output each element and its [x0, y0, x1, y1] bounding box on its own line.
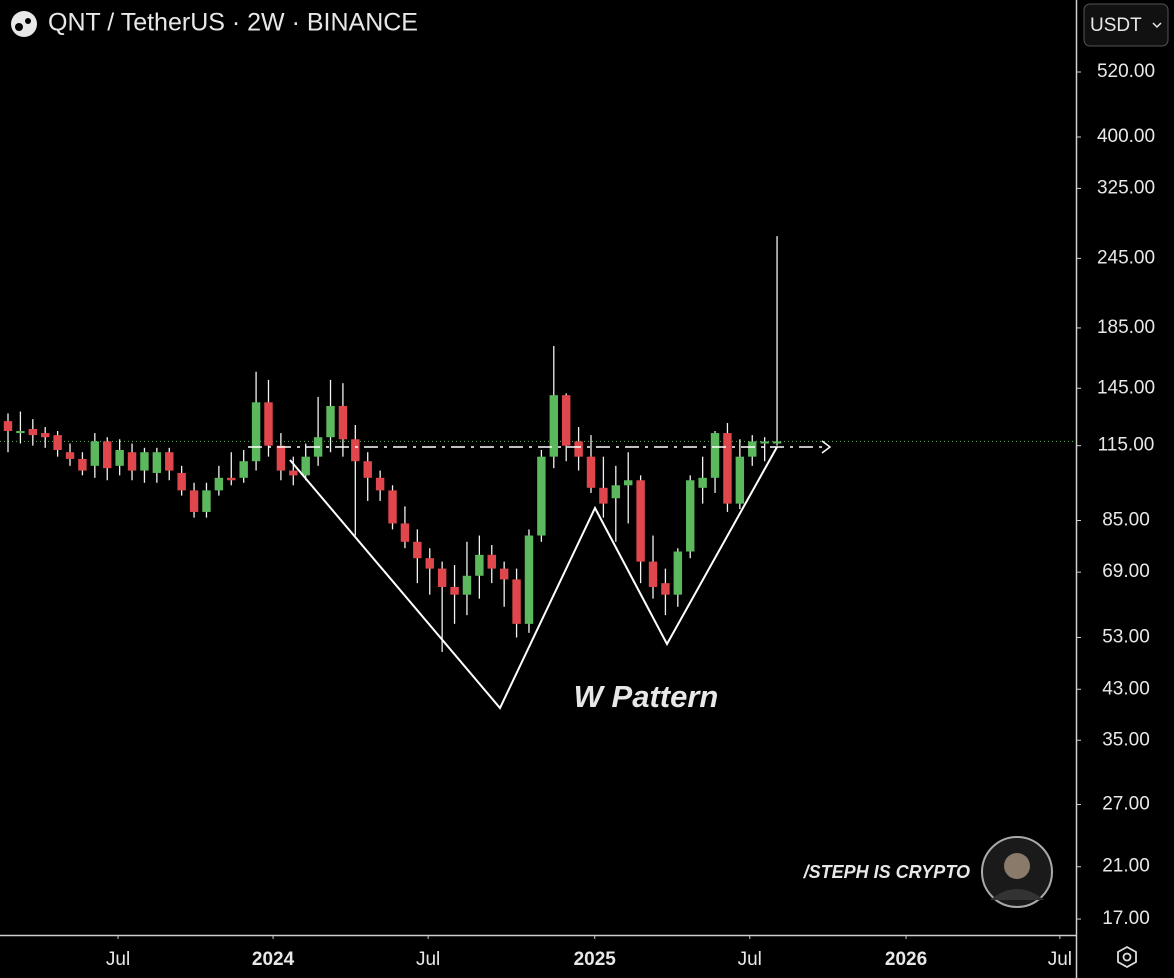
x-tick-label: 2024 — [252, 949, 295, 970]
candle-body — [561, 395, 571, 446]
pattern-annotation: W Pattern — [574, 679, 719, 714]
candle-body — [363, 461, 372, 478]
currency-button[interactable] — [1083, 3, 1169, 47]
candle-body — [710, 433, 720, 478]
y-tick-label: 145.00 — [1097, 377, 1155, 398]
candle-body — [239, 461, 248, 478]
candle-body — [53, 435, 62, 451]
candle-body — [276, 445, 286, 471]
candle-body — [40, 433, 50, 438]
candle-body — [16, 431, 25, 434]
candle-body — [760, 441, 769, 444]
candle-body — [301, 456, 310, 476]
candle-body — [338, 405, 348, 440]
dropdown-caret — [1152, 22, 1162, 29]
candle-body — [140, 452, 149, 471]
settings-icon[interactable] — [1117, 945, 1137, 969]
y-tick-label: 53.00 — [1102, 626, 1150, 647]
candle-body — [673, 551, 683, 595]
candle-body — [251, 402, 261, 462]
candle-body — [661, 583, 670, 595]
y-tick-label: 325.00 — [1097, 177, 1155, 198]
candle-body — [698, 477, 707, 488]
candle-body — [524, 535, 534, 624]
y-tick-label: 115.00 — [1098, 435, 1155, 456]
candle-body — [127, 452, 137, 471]
candle-body — [475, 554, 484, 576]
y-tick-label: 185.00 — [1097, 317, 1155, 338]
candle-body — [78, 458, 87, 471]
candle-body — [165, 452, 174, 471]
symbol-icon — [11, 11, 37, 37]
candle-body — [723, 433, 732, 504]
candle-body — [537, 456, 546, 536]
candle-body — [103, 441, 112, 469]
candle-body — [189, 490, 199, 512]
watermark: /STEPH IS CRYPTO — [803, 862, 970, 882]
candle-body — [636, 480, 645, 562]
candle-body — [512, 579, 521, 624]
y-tick-label: 69.00 — [1102, 561, 1150, 582]
candle-body — [28, 429, 38, 436]
y-tick-label: 17.00 — [1102, 908, 1150, 929]
candle-body — [400, 523, 410, 542]
candle-body — [586, 456, 596, 488]
x-tick-label: Jul — [738, 949, 762, 970]
candle-body — [375, 477, 385, 491]
candle-body — [549, 395, 559, 457]
candle-body — [65, 452, 75, 459]
candle-body — [648, 561, 658, 587]
candle-body — [748, 441, 757, 457]
candle-body — [90, 441, 100, 466]
y-tick-label: 21.00 — [1102, 856, 1150, 877]
candle-body — [574, 441, 583, 457]
candle-body — [351, 439, 360, 462]
candle-body — [487, 554, 496, 569]
y-tick-label: 43.00 — [1102, 678, 1150, 699]
y-tick-label: 520.00 — [1097, 61, 1155, 82]
candle-body — [202, 490, 211, 512]
candle-body — [499, 568, 509, 580]
candle-body — [115, 450, 124, 466]
y-tick-label: 85.00 — [1102, 510, 1150, 531]
x-tick-label: Jul — [1048, 949, 1072, 970]
w-pattern-drawing — [289, 446, 778, 710]
avatar — [981, 836, 1053, 908]
neckline-arrow — [821, 440, 832, 454]
candle-body — [326, 405, 335, 438]
currency-label: USDT — [1090, 15, 1142, 36]
x-tick-label: 2026 — [885, 949, 927, 970]
candle-body — [611, 485, 621, 499]
candle-body — [388, 490, 397, 524]
chart-title: QNT / TetherUS · 2W · BINANCE — [48, 9, 418, 37]
candle-body — [735, 456, 745, 504]
candle-body — [152, 452, 162, 473]
x-tick-label: Jul — [106, 949, 130, 970]
y-tick-label: 245.00 — [1097, 247, 1155, 268]
x-tick-label: 2025 — [574, 949, 617, 970]
candle-body — [3, 421, 13, 432]
candle-body — [599, 487, 608, 504]
candle-body — [413, 541, 422, 559]
candle-body — [772, 441, 782, 444]
candle-body — [264, 402, 273, 446]
candle-body — [425, 558, 434, 569]
y-tick-label: 400.00 — [1097, 126, 1155, 147]
candle-body — [289, 470, 298, 476]
x-tick-label: Jul — [416, 949, 440, 970]
candle-body — [623, 480, 633, 486]
candle-body — [450, 586, 459, 595]
candle-body — [686, 480, 695, 552]
y-tick-label: 27.00 — [1102, 794, 1150, 815]
candle-body — [177, 472, 186, 491]
candle-body — [437, 568, 447, 587]
y-tick-label: 35.00 — [1102, 729, 1150, 750]
candle-body — [227, 477, 236, 481]
candle-body — [214, 477, 224, 491]
candle-body — [462, 575, 472, 595]
